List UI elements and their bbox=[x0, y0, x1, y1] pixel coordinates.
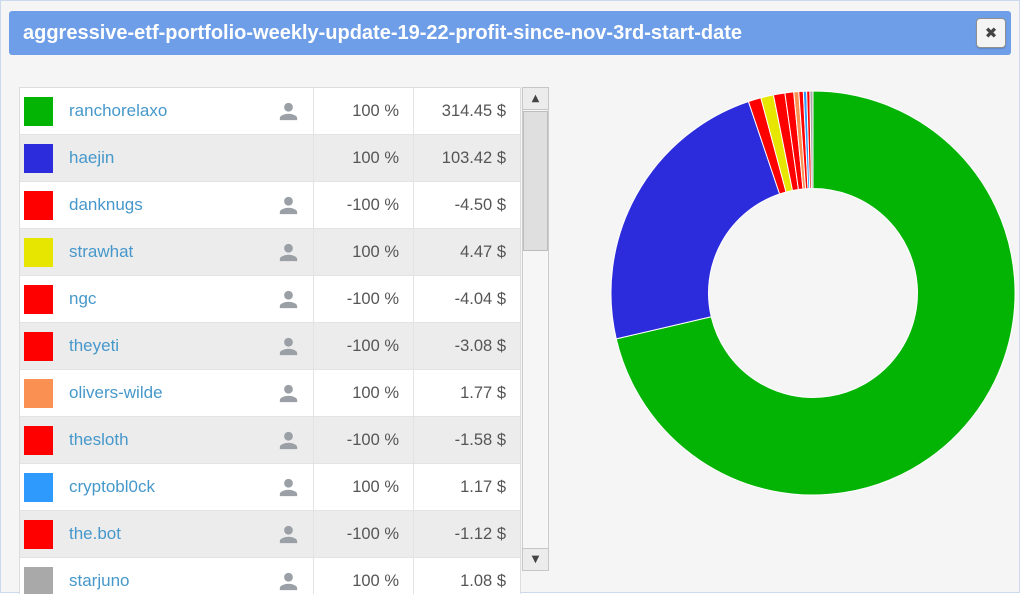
account-cell: starjuno bbox=[20, 558, 314, 594]
amount-value: -1.58 $ bbox=[414, 417, 520, 463]
color-swatch bbox=[24, 473, 53, 502]
percent-value: -100 % bbox=[314, 511, 414, 557]
percent-value: 100 % bbox=[314, 135, 414, 181]
account-link[interactable]: olivers-wilde bbox=[69, 383, 278, 403]
user-icon bbox=[278, 336, 299, 357]
table-row[interactable]: olivers-wilde 100 % 1.77 $ bbox=[20, 370, 520, 417]
table-row[interactable]: cryptobl0ck 100 % 1.17 $ bbox=[20, 464, 520, 511]
amount-value: -4.04 $ bbox=[414, 276, 520, 322]
percent-value: 100 % bbox=[314, 229, 414, 275]
account-link[interactable]: ranchorelaxo bbox=[69, 101, 278, 121]
amount-value: 103.42 $ bbox=[414, 135, 520, 181]
amount-value: -3.08 $ bbox=[414, 323, 520, 369]
account-link[interactable]: danknugs bbox=[69, 195, 278, 215]
color-swatch bbox=[24, 567, 53, 594]
table-row[interactable]: thesloth -100 % -1.58 $ bbox=[20, 417, 520, 464]
amount-value: 1.08 $ bbox=[414, 558, 520, 594]
color-swatch bbox=[24, 144, 53, 173]
donut-chart-svg bbox=[607, 87, 1019, 499]
table-row[interactable]: starjuno 100 % 1.08 $ bbox=[20, 558, 520, 594]
account-cell: ngc bbox=[20, 276, 314, 322]
amount-value: -1.12 $ bbox=[414, 511, 520, 557]
amount-value: 314.45 $ bbox=[414, 88, 520, 134]
table-row[interactable]: danknugs -100 % -4.50 $ bbox=[20, 182, 520, 229]
account-cell: the.bot bbox=[20, 511, 314, 557]
table-row[interactable]: ranchorelaxo 100 % 314.45 $ bbox=[20, 88, 520, 135]
account-link[interactable]: strawhat bbox=[69, 242, 278, 262]
table-row[interactable]: strawhat 100 % 4.47 $ bbox=[20, 229, 520, 276]
table-scrollbar[interactable]: ▲ ▼ bbox=[522, 87, 549, 571]
account-link[interactable]: ngc bbox=[69, 289, 278, 309]
table-row[interactable]: haejin 100 % 103.42 $ bbox=[20, 135, 520, 182]
account-cell: danknugs bbox=[20, 182, 314, 228]
account-link[interactable]: haejin bbox=[69, 148, 278, 168]
holdings-table: ranchorelaxo 100 % 314.45 $ haejin 100 %… bbox=[19, 87, 521, 594]
color-swatch bbox=[24, 238, 53, 267]
account-link[interactable]: thesloth bbox=[69, 430, 278, 450]
account-cell: haejin bbox=[20, 135, 314, 181]
dialog-title: aggressive-etf-portfolio-weekly-update-1… bbox=[23, 22, 742, 45]
scrollbar-thumb[interactable] bbox=[523, 111, 548, 251]
scroll-up-button[interactable]: ▲ bbox=[522, 87, 549, 110]
color-swatch bbox=[24, 379, 53, 408]
percent-value: 100 % bbox=[314, 558, 414, 594]
account-link[interactable]: the.bot bbox=[69, 524, 278, 544]
percent-value: 100 % bbox=[314, 464, 414, 510]
table-row[interactable]: the.bot -100 % -1.12 $ bbox=[20, 511, 520, 558]
scroll-down-button[interactable]: ▼ bbox=[522, 548, 549, 571]
amount-value: 1.77 $ bbox=[414, 370, 520, 416]
account-cell: cryptobl0ck bbox=[20, 464, 314, 510]
user-icon bbox=[278, 430, 299, 451]
account-link[interactable]: theyeti bbox=[69, 336, 278, 356]
amount-value: 1.17 $ bbox=[414, 464, 520, 510]
color-swatch bbox=[24, 332, 53, 361]
account-cell: theyeti bbox=[20, 323, 314, 369]
percent-value: -100 % bbox=[314, 276, 414, 322]
donut-slice[interactable] bbox=[611, 102, 780, 339]
color-swatch bbox=[24, 97, 53, 126]
user-icon bbox=[278, 195, 299, 216]
amount-value: -4.50 $ bbox=[414, 182, 520, 228]
account-cell: thesloth bbox=[20, 417, 314, 463]
amount-value: 4.47 $ bbox=[414, 229, 520, 275]
close-button[interactable]: ✖ bbox=[976, 18, 1006, 48]
user-icon bbox=[278, 289, 299, 310]
percent-value: 100 % bbox=[314, 88, 414, 134]
user-icon bbox=[278, 571, 299, 592]
color-swatch bbox=[24, 520, 53, 549]
dialog-header: aggressive-etf-portfolio-weekly-update-1… bbox=[9, 11, 1011, 55]
percent-value: -100 % bbox=[314, 182, 414, 228]
color-swatch bbox=[24, 285, 53, 314]
account-cell: ranchorelaxo bbox=[20, 88, 314, 134]
table-row[interactable]: ngc -100 % -4.04 $ bbox=[20, 276, 520, 323]
user-icon bbox=[278, 242, 299, 263]
user-icon bbox=[278, 383, 299, 404]
user-icon bbox=[278, 524, 299, 545]
table-row[interactable]: theyeti -100 % -3.08 $ bbox=[20, 323, 520, 370]
user-icon bbox=[278, 101, 299, 122]
account-cell: strawhat bbox=[20, 229, 314, 275]
percent-value: -100 % bbox=[314, 417, 414, 463]
user-icon bbox=[278, 477, 299, 498]
percent-value: 100 % bbox=[314, 370, 414, 416]
portfolio-donut-chart bbox=[607, 87, 1019, 499]
account-link[interactable]: starjuno bbox=[69, 571, 278, 591]
percent-value: -100 % bbox=[314, 323, 414, 369]
account-link[interactable]: cryptobl0ck bbox=[69, 477, 278, 497]
color-swatch bbox=[24, 191, 53, 220]
color-swatch bbox=[24, 426, 53, 455]
account-cell: olivers-wilde bbox=[20, 370, 314, 416]
